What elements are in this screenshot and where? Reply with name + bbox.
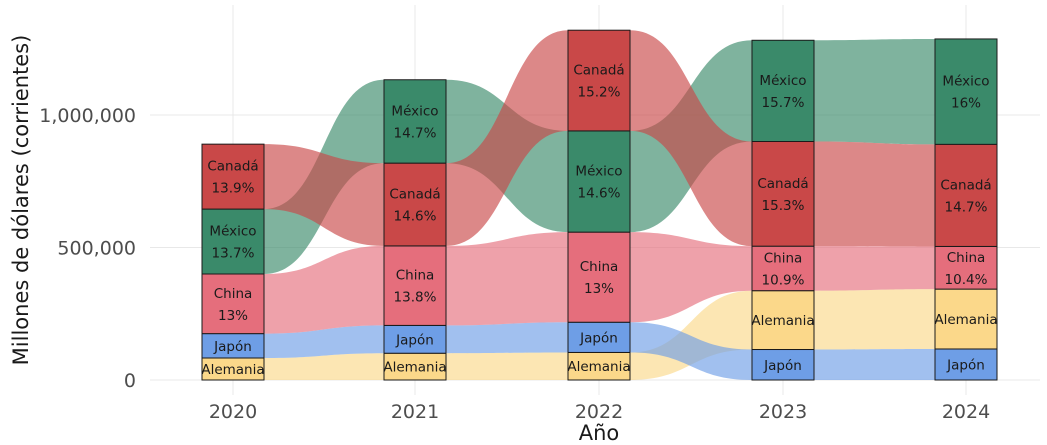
bar-segment-china-2024 xyxy=(934,245,998,290)
x-axis: 2020 2021 2022 2023 2024 xyxy=(209,401,990,423)
bar-segment-méxico-2023 xyxy=(751,39,815,143)
flow-alemania-2021-2022 xyxy=(446,352,568,380)
x-tick-label-2023: 2023 xyxy=(759,401,807,423)
segment-label-china-2021: China 13.8% xyxy=(394,268,437,306)
segment-label-canadá-2022: Canadá 15.2% xyxy=(573,63,624,101)
segment-label-japón-2021: Japón xyxy=(395,332,434,348)
segment-label-méxico-2022: México 14.6% xyxy=(575,164,622,202)
flow-alemania-2023-2024 xyxy=(814,289,935,350)
flow-japón-2020-2021 xyxy=(264,325,384,359)
flow-méxico-2023-2024 xyxy=(814,38,935,145)
segment-label-china-2022: China 13% xyxy=(580,259,619,297)
segment-label-méxico-2021: México 14.7% xyxy=(391,103,438,141)
flows xyxy=(264,30,935,380)
y-tick-label-1: 500,000 xyxy=(57,238,136,260)
segment-label-alemania-2023: Alemania xyxy=(751,313,814,329)
x-tick-label-2022: 2022 xyxy=(575,401,623,423)
segment-label-alemania-2024: Alemania xyxy=(934,312,997,328)
flow-japón-2023-2024 xyxy=(814,348,935,380)
segment-label-méxico-2020: México 13.7% xyxy=(209,224,256,262)
x-tick-label-2021: 2021 xyxy=(391,401,439,423)
flow-canadá-2020-2021 xyxy=(264,144,384,246)
segment-labels: Alemania Japón China 13% México 13.7% Canadá 13… xyxy=(201,63,997,378)
bar-segment-alemania-2022 xyxy=(567,351,631,381)
bar-segment-japón-2022 xyxy=(567,321,631,353)
y-tick-label-2: 1,000,000 xyxy=(39,105,136,127)
y-axis-title: Millones de dólares (corrientes) xyxy=(9,35,33,366)
segment-label-canadá-2023: Canadá 15.3% xyxy=(757,176,808,214)
segment-label-japón-2023: Japón xyxy=(763,358,802,374)
bar-segment-japón-2020 xyxy=(201,333,265,359)
segment-label-japón-2024: Japón xyxy=(946,357,985,373)
segment-label-japón-2022: Japón xyxy=(579,330,618,346)
flow-china-2020-2021 xyxy=(264,245,384,334)
segment-label-alemania-2021: Alemania xyxy=(383,360,446,376)
bar-segment-china-2023 xyxy=(751,245,815,292)
flow-canadá-2023-2024 xyxy=(814,141,935,247)
segment-label-china-2023: China 10.9% xyxy=(762,250,805,288)
flow-china-2023-2024 xyxy=(814,246,935,291)
segment-label-china-2020: China 13% xyxy=(214,286,253,324)
bar-segment-japón-2024 xyxy=(934,348,998,381)
segment-label-méxico-2024: México 16% xyxy=(942,74,989,112)
stacked-bars xyxy=(201,29,998,381)
segment-label-canadá-2020: Canadá 13.9% xyxy=(207,159,258,197)
bar-segment-china-2021 xyxy=(383,245,447,326)
bar-segment-canadá-2023 xyxy=(751,141,815,247)
flow-canadá-2021-2022 xyxy=(446,30,568,246)
y-tick-label-0: 0 xyxy=(124,370,136,392)
bar-segment-alemania-2021 xyxy=(383,352,447,381)
bar-segment-canadá-2022 xyxy=(567,29,631,132)
x-tick-label-2020: 2020 xyxy=(209,401,257,423)
segment-label-canadá-2021: Canadá 14.6% xyxy=(389,187,440,225)
bar-segment-méxico-2020 xyxy=(201,208,265,275)
flow-japón-2021-2022 xyxy=(446,322,568,354)
segment-label-alemania-2020: Alemania xyxy=(201,362,264,378)
bar-segment-china-2020 xyxy=(201,273,265,335)
segment-label-japón-2020: Japón xyxy=(213,339,252,355)
x-tick-label-2024: 2024 xyxy=(942,401,990,423)
bar-segment-canadá-2024 xyxy=(934,143,998,247)
bar-segment-méxico-2022 xyxy=(567,130,631,233)
bar-segment-canadá-2021 xyxy=(383,162,447,247)
flow-japón-2022-2023 xyxy=(630,322,752,380)
bar-segment-china-2022 xyxy=(567,231,631,323)
segment-label-canadá-2024: Canadá 14.7% xyxy=(940,177,991,215)
bar-segment-méxico-2024 xyxy=(934,38,998,145)
flow-canadá-2022-2023 xyxy=(630,30,752,247)
x-axis-title: Año xyxy=(579,421,620,445)
y-axis: 0 500,000 1,000,000 xyxy=(39,105,136,392)
segment-label-china-2024: China 10.4% xyxy=(945,250,988,288)
flow-china-2022-2023 xyxy=(630,232,752,323)
bar-segment-méxico-2021 xyxy=(383,79,447,164)
flow-alemania-2020-2021 xyxy=(264,353,384,380)
segment-label-alemania-2022: Alemania xyxy=(567,359,630,375)
bar-segment-canadá-2020 xyxy=(201,143,265,210)
bar-segment-alemania-2024 xyxy=(934,288,998,350)
flow-alemania-2022-2023 xyxy=(630,290,752,380)
bar-segment-japón-2023 xyxy=(751,349,815,381)
flow-china-2021-2022 xyxy=(446,232,568,326)
segment-label-méxico-2023: México 15.7% xyxy=(759,73,806,111)
